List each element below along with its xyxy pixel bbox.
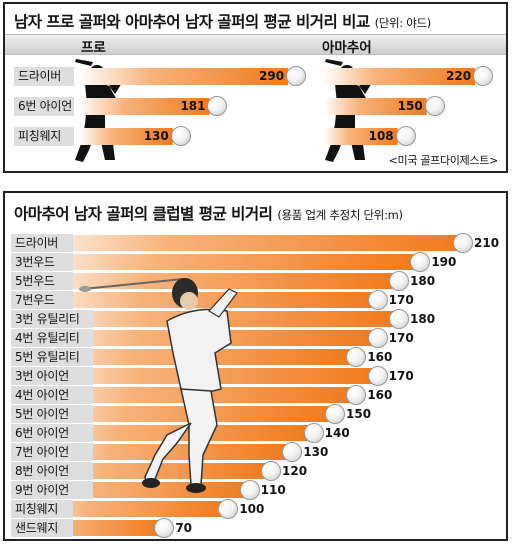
value-label-club-0: 210 bbox=[474, 236, 500, 250]
golf-ball-club-8 bbox=[346, 385, 367, 405]
golf-ball-club-7 bbox=[367, 366, 388, 386]
golf-club-head bbox=[79, 286, 91, 292]
value-label-club-6: 160 bbox=[367, 350, 393, 364]
category-label-club-14: 피칭웨지 bbox=[11, 500, 73, 518]
chart1-bars bbox=[79, 68, 475, 145]
bar-club-1 bbox=[13, 254, 419, 270]
golf-ball-amateur-2 bbox=[395, 126, 416, 146]
bar-club-2 bbox=[13, 273, 397, 289]
golf-ball-club-0 bbox=[453, 233, 473, 253]
category-label-iron6: 6번 아이언 bbox=[14, 97, 74, 116]
chart1-header-strip: 프로 아마추어 bbox=[5, 34, 506, 56]
golf-ball-club-3 bbox=[367, 290, 388, 310]
category-label-pw: 피칭웨지 bbox=[14, 127, 74, 146]
golf-ball-club-2 bbox=[389, 271, 409, 291]
value-label-club-15: 70 bbox=[175, 521, 193, 535]
category-label-club-4: 3번 유틸리티 bbox=[11, 310, 93, 328]
golf-ball-club-14 bbox=[218, 499, 239, 519]
category-label-club-11: 7번 아이언 bbox=[11, 443, 93, 461]
category-label-club-0: 드라이버 bbox=[11, 234, 73, 252]
category-label-club-8: 4번 아이언 bbox=[11, 386, 93, 404]
golfer-figure-illustration bbox=[79, 278, 238, 493]
value-label-amateur-0: 220 bbox=[446, 69, 472, 83]
golf-ball-pro-2 bbox=[170, 126, 191, 146]
value-label-amateur-2: 108 bbox=[368, 129, 394, 143]
value-label-club-9: 150 bbox=[346, 407, 372, 421]
value-label-club-14: 100 bbox=[239, 502, 265, 516]
category-label-club-15: 샌드웨지 bbox=[11, 519, 73, 537]
value-label-club-10: 140 bbox=[324, 426, 350, 440]
golf-ball-amateur-1 bbox=[424, 96, 445, 116]
golf-ball-club-13 bbox=[239, 480, 260, 500]
category-label-club-5: 4번 유틸리티 bbox=[11, 329, 93, 347]
bar-club-9 bbox=[13, 406, 333, 422]
bar-amateur-1 bbox=[323, 98, 427, 115]
category-label-driver: 드라이버 bbox=[14, 67, 74, 86]
bar-pro-1 bbox=[79, 98, 210, 115]
value-label-amateur-1: 150 bbox=[397, 99, 423, 113]
golf-ball-club-15 bbox=[154, 518, 175, 538]
source-note: <미국 골프다이제스트> bbox=[388, 154, 499, 167]
category-label-club-6: 5번 유틸리티 bbox=[11, 348, 93, 366]
golf-ball-pro-1 bbox=[207, 96, 228, 116]
value-label-club-2: 180 bbox=[410, 274, 436, 288]
bar-amateur-0 bbox=[323, 68, 475, 85]
value-label-club-5: 170 bbox=[388, 331, 414, 345]
golf-ball-pro-0 bbox=[286, 66, 306, 86]
category-label-club-7: 3번 아이언 bbox=[11, 367, 93, 385]
category-label-club-1: 3번우드 bbox=[11, 253, 73, 271]
golf-ball-club-9 bbox=[325, 404, 345, 424]
value-label-pro-2: 130 bbox=[143, 129, 169, 143]
category-label-club-3: 7번우드 bbox=[11, 291, 73, 309]
value-label-pro-1: 181 bbox=[180, 99, 206, 113]
category-label-club-2: 5번우드 bbox=[11, 272, 73, 290]
value-label-club-3: 170 bbox=[388, 293, 414, 307]
pro-vs-amateur-panel: 남자 프로 골퍼와 아마추어 남자 골퍼의 평균 비거리 비교 (단위: 야드)… bbox=[3, 2, 508, 173]
category-label-club-12: 8번 아이언 bbox=[11, 462, 93, 480]
bar-amateur-2 bbox=[323, 128, 398, 145]
series-label-amateur: 아마추어 bbox=[322, 40, 372, 56]
value-label-club-13: 110 bbox=[260, 483, 286, 497]
category-label-club-13: 9번 아이언 bbox=[11, 481, 93, 499]
bar-pro-2 bbox=[79, 128, 173, 145]
category-label-club-9: 5번 아이언 bbox=[11, 405, 93, 423]
golf-ball-club-10 bbox=[303, 423, 324, 443]
value-label-club-8: 160 bbox=[367, 388, 393, 402]
golf-ball-club-11 bbox=[282, 442, 303, 462]
chart1-title: 남자 프로 골퍼와 아마추어 남자 골퍼의 평균 비거리 비교 (단위: 야드) bbox=[14, 13, 431, 31]
series-label-pro: 프로 bbox=[81, 40, 106, 56]
golf-ball-club-6 bbox=[346, 347, 367, 367]
value-label-pro-0: 290 bbox=[259, 69, 285, 83]
value-label-club-12: 120 bbox=[282, 464, 308, 478]
bar-pro-0 bbox=[79, 68, 288, 85]
golf-ball-club-4 bbox=[389, 309, 409, 329]
value-label-club-11: 130 bbox=[303, 445, 329, 459]
value-label-club-4: 180 bbox=[410, 312, 436, 326]
golf-ball-club-5 bbox=[367, 328, 388, 348]
amateur-club-panel: 아마추어 남자 골퍼의 클럽별 평균 비거리 (용품 업계 추정치 단위:m) … bbox=[3, 191, 508, 541]
value-label-club-7: 170 bbox=[388, 369, 414, 383]
golf-ball-club-1 bbox=[410, 252, 431, 272]
golf-ball-club-12 bbox=[261, 461, 281, 481]
chart2-title: 아마추어 남자 골퍼의 클럽별 평균 비거리 (용품 업계 추정치 단위:m) bbox=[14, 205, 403, 223]
bar-club-0 bbox=[13, 235, 461, 251]
golf-club-shaft bbox=[82, 278, 184, 290]
golf-ball-amateur-0 bbox=[473, 66, 493, 86]
value-label-club-1: 190 bbox=[431, 255, 457, 269]
category-label-club-10: 6번 아이언 bbox=[11, 424, 93, 442]
